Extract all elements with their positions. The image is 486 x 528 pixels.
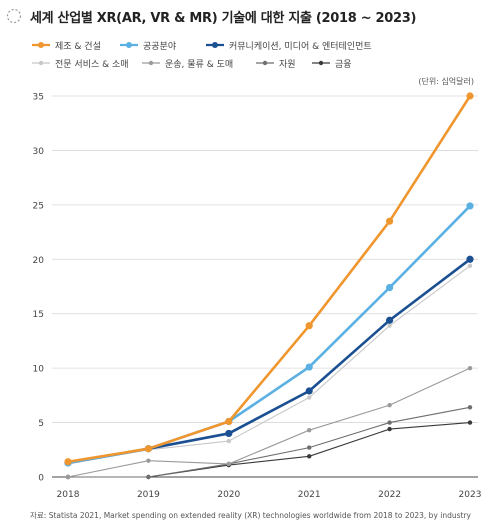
series-line [68, 406, 471, 478]
data-point [387, 323, 392, 328]
legend-label: 운송, 물류 & 도매 [165, 59, 234, 70]
data-point [307, 454, 312, 459]
y-tick-label: 10 [33, 365, 45, 375]
legend-marker-icon [32, 42, 50, 48]
legend-marker-icon [256, 60, 274, 66]
legend-item: 공공분야 [120, 39, 206, 52]
legend-marker-icon [120, 42, 138, 48]
data-point [146, 474, 151, 480]
legend-item: 자원 [256, 57, 312, 70]
x-tick-label: 2022 [378, 490, 401, 500]
x-tick-label: 2019 [137, 490, 160, 500]
data-point [225, 417, 233, 426]
line-chart: 0 5 10 15 20 25 30 35 2018 2019 2020 2021 2022 2023 [33, 92, 482, 500]
data-point [466, 202, 474, 210]
data-point [65, 474, 71, 480]
y-tick-label: 35 [33, 93, 44, 103]
legend-marker-icon [206, 42, 224, 48]
legend-item: 금융 [312, 57, 362, 70]
legend-item: 커뮤니케이션, 미디어 & 엔터테인먼트 [206, 39, 456, 52]
legend-row: 제조 & 건설 공공분야 커뮤니케이션, 미디어 & 엔터테인먼트 [32, 36, 482, 54]
data-point [386, 217, 394, 225]
y-tick-label: 30 [33, 147, 45, 157]
data-point [387, 402, 392, 408]
data-point [467, 405, 473, 410]
data-point [387, 420, 392, 425]
data-point [386, 283, 394, 292]
data-point [467, 365, 473, 371]
x-tick-label: 2018 [57, 490, 80, 500]
unit-label: (단위: 십억달러) [418, 77, 474, 86]
data-point [226, 438, 231, 444]
legend-marker-icon [142, 60, 160, 66]
legend-item: 제조 & 건설 [32, 39, 120, 52]
data-point [466, 92, 474, 100]
legend-marker-icon [312, 60, 330, 66]
legend-label: 자원 [279, 59, 296, 70]
chart-title: 세계 산업별 XR(AR, VR & MR) 기술에 대한 지출 (2018 ~… [30, 10, 417, 26]
data-point [226, 461, 231, 467]
y-tick-label: 0 [38, 474, 44, 484]
data-point [305, 363, 313, 371]
data-point [144, 445, 152, 453]
data-point [64, 458, 72, 466]
data-point [467, 420, 473, 425]
legend-label: 공공분야 [143, 41, 177, 52]
y-tick-label: 5 [38, 419, 44, 429]
series-line [67, 95, 472, 464]
legend-item: 전문 서비스 & 소매 [32, 57, 142, 70]
data-point [387, 426, 392, 432]
title-row: 세계 산업별 XR(AR, VR & MR) 기술에 대한 지출 (2018 ~… [6, 6, 416, 26]
series-line [67, 265, 471, 465]
data-point [305, 322, 313, 330]
y-tick-label: 15 [33, 310, 44, 320]
legend: 제조 & 건설 공공분야 커뮤니케이션, 미디어 & 엔터테인먼트 전문 서비스 &… [32, 36, 482, 72]
y-tick-label: 20 [33, 256, 45, 266]
legend-label: 제조 & 건설 [55, 41, 101, 52]
y-tick-label: 25 [33, 201, 44, 211]
dotted-circle-icon [6, 8, 22, 24]
data-point [305, 387, 313, 395]
source-note: 자료: Statista 2021, Market spending on ex… [30, 511, 471, 520]
legend-label: 커뮤니케이션, 미디어 & 엔터테인먼트 [229, 41, 372, 52]
data-point [307, 395, 312, 400]
data-point [307, 427, 312, 433]
x-tick-label: 2021 [298, 490, 321, 500]
series-line [67, 258, 471, 465]
legend-marker-icon [32, 60, 50, 66]
series-line [68, 422, 471, 478]
legend-label: 전문 서비스 & 소매 [55, 59, 129, 70]
data-point [386, 316, 394, 324]
x-tick-label: 2023 [459, 490, 482, 500]
data-point [146, 458, 151, 463]
data-point [307, 445, 312, 450]
data-point [467, 263, 473, 269]
legend-row: 전문 서비스 & 소매 운송, 물류 & 도매 자원 금융 [32, 54, 482, 72]
series-line [67, 205, 471, 465]
legend-label: 금융 [335, 59, 352, 70]
data-point [225, 429, 233, 438]
x-tick-label: 2020 [217, 490, 240, 500]
series-line [67, 367, 471, 478]
data-point [466, 255, 474, 263]
legend-item: 운송, 물류 & 도매 [142, 57, 256, 70]
